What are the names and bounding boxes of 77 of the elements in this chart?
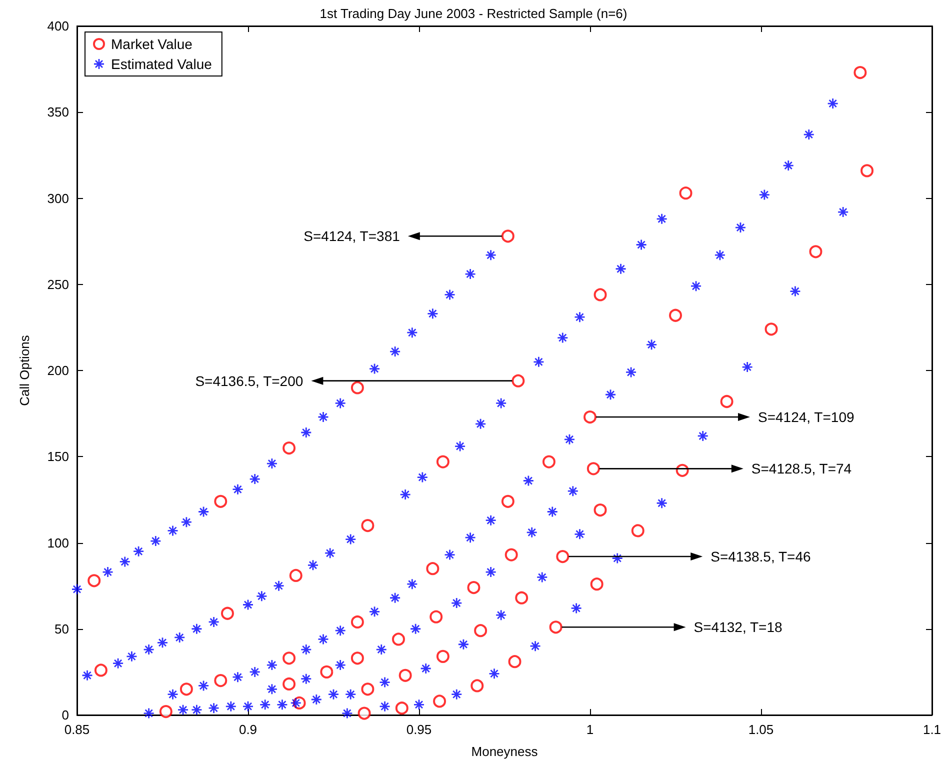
point [542, 455, 556, 468]
point [426, 562, 440, 576]
y-tick-label: 350 [47, 104, 69, 120]
point [515, 591, 528, 604]
x-tick-label: 0.85 [64, 722, 90, 737]
point [549, 620, 562, 634]
point [358, 706, 371, 720]
point [501, 494, 514, 508]
y-tick-label: 400 [47, 18, 69, 34]
point [809, 245, 822, 258]
point [860, 164, 874, 178]
legend-label: Estimated Value [111, 56, 212, 72]
x-tick-label: 1.1 [922, 722, 942, 737]
point [556, 550, 570, 564]
point [350, 381, 364, 394]
point [350, 615, 364, 628]
point [679, 186, 692, 200]
annotation: S=4132, T=18 [694, 619, 782, 636]
point [436, 650, 450, 663]
point [669, 308, 682, 322]
point [512, 374, 525, 388]
point [594, 288, 607, 302]
point [854, 66, 867, 80]
point [433, 694, 446, 708]
y-tick-label: 100 [47, 535, 69, 550]
x-tick-label: 0.9 [238, 722, 258, 737]
point [180, 682, 193, 696]
point [430, 610, 443, 624]
point [395, 702, 408, 715]
point [436, 455, 450, 468]
x-tick-label: 1 [586, 722, 594, 737]
point [392, 632, 405, 646]
point [764, 322, 778, 336]
y-tick-label: 200 [47, 363, 69, 378]
point [282, 678, 296, 690]
x-axis-title: Moneyness [471, 744, 538, 759]
point [501, 230, 514, 243]
point [474, 624, 488, 638]
point [88, 574, 101, 588]
point [508, 655, 522, 668]
point [398, 668, 412, 682]
point [214, 494, 228, 508]
point [282, 442, 296, 455]
point [361, 519, 374, 532]
point [320, 665, 334, 678]
point [350, 652, 364, 665]
point [504, 548, 518, 562]
y-tick-label: 150 [47, 449, 69, 464]
x-tick-label: 1.05 [748, 722, 774, 737]
annotation: S=4124, T=109 [758, 409, 854, 426]
point [289, 568, 302, 582]
point [720, 395, 734, 408]
annotation: S=4128.5, T=74 [751, 460, 852, 477]
point [470, 679, 484, 692]
annotation: S=4138.5, T=46 [710, 548, 812, 565]
point [467, 581, 480, 594]
y-tick-label: 300 [47, 190, 69, 206]
y-tick-label: 50 [54, 621, 69, 636]
point [361, 682, 374, 696]
chart-title: 1st Trading Day June 2003 - Restricted Sample (n=6) [320, 6, 628, 21]
point [94, 664, 108, 677]
y-tick-label: 250 [47, 276, 69, 292]
point [584, 410, 596, 424]
point [590, 578, 604, 591]
point [159, 705, 172, 718]
y-axis-title: Call Options [17, 334, 32, 406]
x-tick-label: 0.95 [406, 722, 432, 737]
annotation: S=4124, T=381 [304, 228, 400, 244]
annotation: S=4136.5, T=200 [195, 372, 304, 389]
point [631, 524, 644, 538]
legend-label: Market Value [111, 36, 193, 52]
point [214, 674, 228, 688]
point [282, 652, 296, 665]
point [594, 504, 607, 517]
point [220, 606, 234, 620]
y-tick-label: 0 [62, 708, 69, 722]
point [586, 462, 600, 476]
